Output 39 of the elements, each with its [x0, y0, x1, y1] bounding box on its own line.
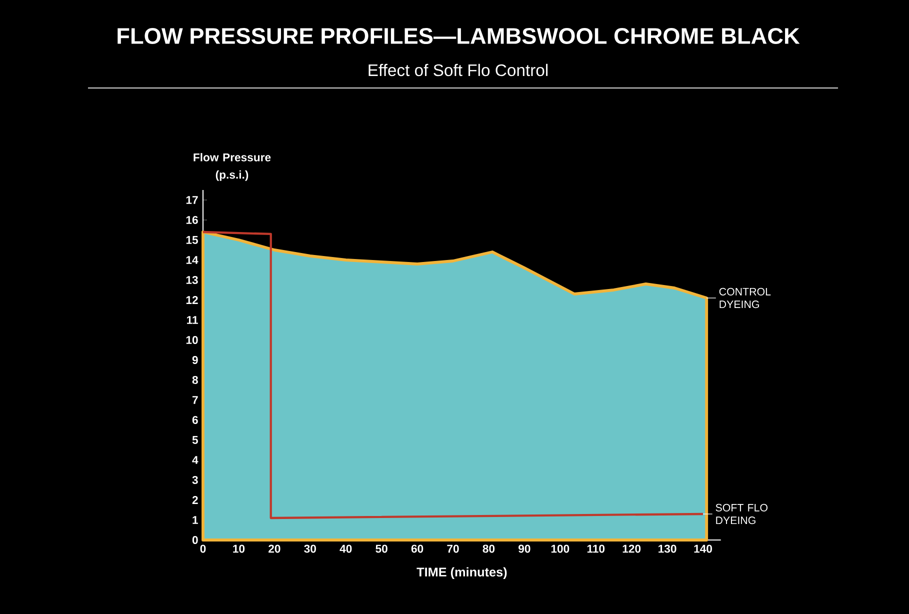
x-tick-label: 130 — [658, 544, 676, 553]
x-tick-label: 120 — [622, 544, 641, 553]
x-tick-label: 50 — [376, 544, 388, 553]
x-tick-label: 110 — [587, 544, 605, 553]
y-tick-label: 13 — [186, 276, 198, 284]
y-tick-label: 7 — [192, 396, 198, 404]
y-tick-label: 8 — [192, 376, 198, 384]
x-tick-label: 20 — [268, 544, 280, 553]
y-tick-label: 10 — [186, 336, 198, 344]
x-tick-label: 40 — [340, 544, 352, 553]
x-tick-label: 10 — [233, 544, 245, 553]
y-tick-label: 2 — [192, 496, 198, 504]
x-tick-label: 0 — [200, 544, 206, 553]
y-tick-label: 9 — [192, 356, 198, 364]
y-tick-label: 4 — [192, 456, 198, 464]
y-tick-label: 5 — [192, 436, 198, 444]
y-tick-label: 12 — [186, 296, 198, 304]
y-tick-label: 3 — [192, 476, 198, 484]
x-tick-label: 140 — [694, 544, 712, 553]
y-tick-label: 1 — [192, 516, 198, 524]
x-tick-label: 100 — [551, 544, 570, 553]
y-tick-label: 15 — [186, 236, 198, 244]
y-tick-label: 0 — [192, 536, 198, 544]
x-tick-label: 70 — [447, 544, 459, 553]
series-label: CONTROL DYEING — [719, 288, 771, 308]
x-axis-title: TIME (minutes) — [416, 567, 507, 580]
y-tick-label: 6 — [192, 416, 198, 424]
x-tick-label: 60 — [411, 544, 424, 553]
y-axis-title: Flow Pressure (p.s.i.) — [194, 153, 271, 181]
y-tick-label: 17 — [186, 196, 198, 204]
y-tick-label: 16 — [186, 216, 198, 224]
chart-subtitle: Effect of Soft Flo Control — [368, 64, 548, 76]
x-tick-label: 30 — [304, 544, 316, 553]
x-tick-label: 90 — [518, 544, 530, 553]
y-tick-label: 11 — [187, 316, 198, 324]
x-tick-label: 80 — [482, 544, 495, 553]
series-label: SOFT FLO DYEING — [716, 504, 768, 524]
chart-title: FLOW PRESSURE PROFILES—LAMBSWOOL CHROME BLACK — [118, 28, 800, 44]
y-tick-label: 14 — [186, 256, 198, 264]
